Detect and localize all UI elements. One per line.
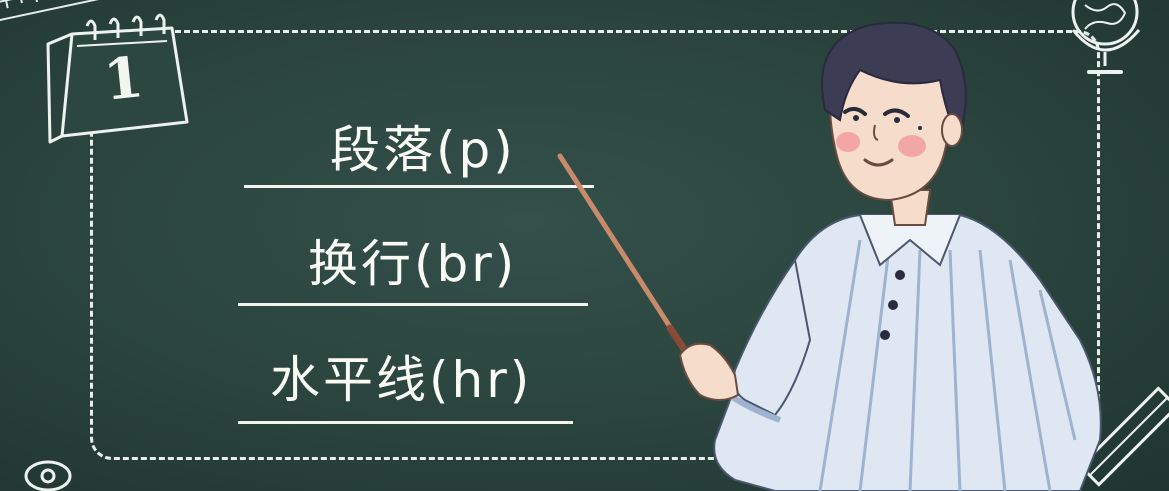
line-2-text: 换行(br)	[308, 235, 518, 293]
line-1-underline	[244, 185, 594, 188]
sharpener-icon	[24, 460, 72, 491]
line-1-text: 段落(p)	[330, 121, 516, 179]
dashed-frame	[90, 30, 1100, 460]
pencil-icon	[1078, 386, 1169, 487]
ruler-icon	[0, 0, 109, 24]
line-3-text: 水平线(hr)	[270, 351, 533, 409]
pointer-stick	[557, 153, 693, 361]
line-3-underline	[238, 421, 573, 424]
calendar-number: 1	[100, 44, 147, 114]
line-2-underline	[238, 303, 588, 306]
globe-icon	[1071, 0, 1141, 74]
teacher-illustration	[557, 21, 1102, 491]
calendar-icon	[46, 13, 189, 144]
